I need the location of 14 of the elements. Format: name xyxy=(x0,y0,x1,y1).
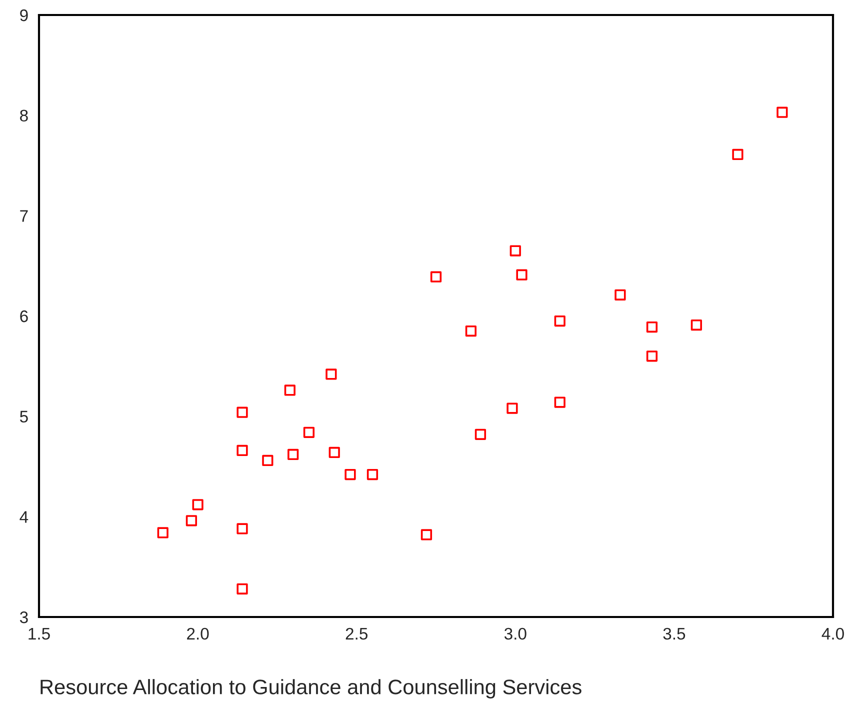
x-tick-label: 3.0 xyxy=(504,628,526,640)
y-tick-label: 7 xyxy=(20,210,28,222)
y-tick-label: 6 xyxy=(20,310,28,322)
y-tick-label: 9 xyxy=(20,9,28,22)
x-tick-label: 2.0 xyxy=(187,628,209,640)
x-tick-label: 2.5 xyxy=(346,628,368,640)
x-tick-label: 4.0 xyxy=(822,628,844,640)
y-tick-label: 8 xyxy=(20,110,28,122)
y-tick-label: 3 xyxy=(20,611,28,624)
x-tick-label: 3.5 xyxy=(663,628,686,640)
x-axis-title: Resource Allocation to Guidance and Counselling Services xyxy=(40,679,582,698)
x-tick-label: 1.5 xyxy=(28,628,50,640)
y-tick-label: 4 xyxy=(20,511,28,523)
y-tick-label: 5 xyxy=(20,410,28,423)
